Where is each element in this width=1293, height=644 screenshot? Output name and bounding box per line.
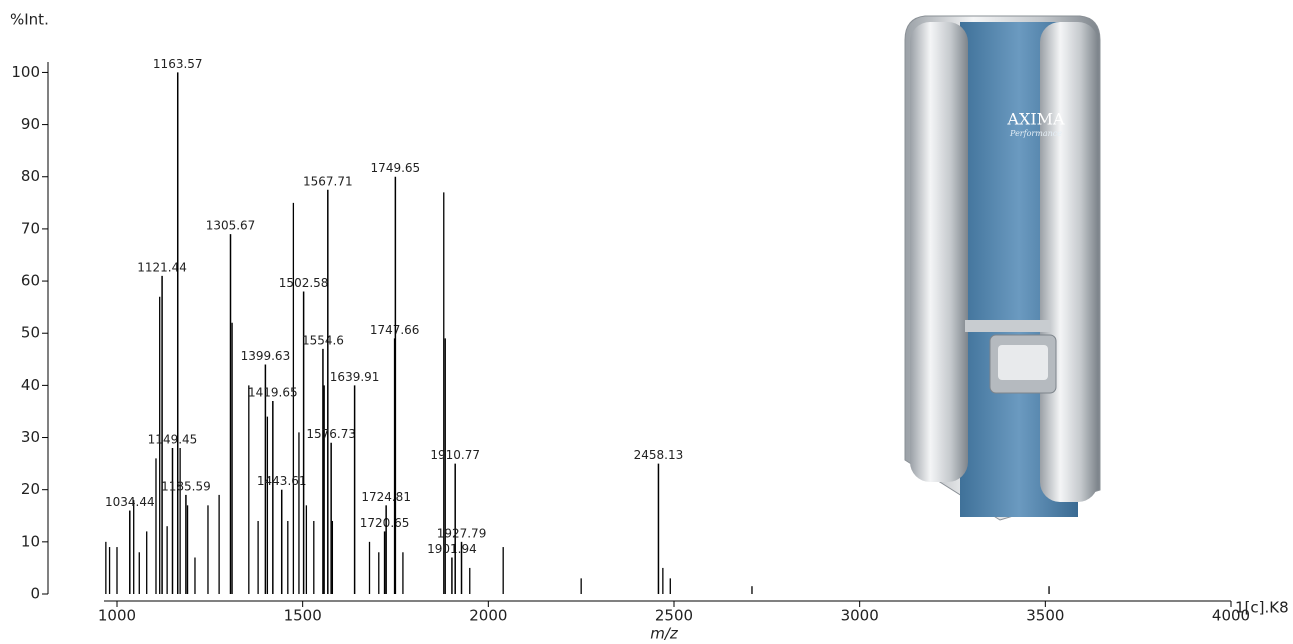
peak-label: 2458.13 — [634, 448, 684, 462]
peak-label: 1305.67 — [206, 219, 256, 233]
y-tick-label: 70 — [21, 219, 40, 237]
peak-label: 1724.81 — [361, 490, 411, 504]
y-axis-label: %Int. — [10, 11, 49, 29]
x-tick-label: 3000 — [841, 607, 879, 625]
y-tick-label: 20 — [21, 480, 40, 498]
y-tick-label: 30 — [21, 428, 40, 446]
x-tick-label: 2000 — [469, 607, 507, 625]
peak-label: 1927.79 — [437, 526, 487, 540]
x-tick-label: 2500 — [655, 607, 693, 625]
peak-label: 1910.77 — [430, 448, 480, 462]
x-tick-label: 1500 — [284, 607, 322, 625]
y-tick-label: 40 — [21, 376, 40, 394]
peak-label: 1419.65 — [248, 386, 298, 400]
instrument-brand: AXIMA — [1006, 110, 1065, 129]
peak-label: 1034.44 — [105, 495, 155, 509]
y-tick-label: 90 — [21, 115, 40, 133]
peak-label: 1443.61 — [257, 474, 307, 488]
x-tick-label: 3500 — [1026, 607, 1064, 625]
instrument-image: AXIMA Performance — [904, 15, 1101, 521]
peak-label: 1576.73 — [306, 427, 356, 441]
peak-label: 1163.57 — [153, 57, 203, 71]
peak-label: 1567.71 — [303, 174, 353, 188]
peak-label: 1185.59 — [161, 479, 211, 493]
x-tick-label: 1000 — [98, 607, 136, 625]
peak-label: 1639.91 — [330, 370, 380, 384]
x-tick-label: 4000 — [1212, 607, 1250, 625]
peak-label: 1554.6 — [302, 333, 344, 347]
y-tick-label: 80 — [21, 167, 40, 185]
peak-label: 1720.65 — [360, 516, 410, 530]
instrument-model: Performance — [1009, 129, 1062, 138]
x-axis-label: m/z — [650, 625, 679, 643]
peak-label: 1502.58 — [279, 276, 329, 290]
peak-label: 1901.94 — [427, 542, 477, 556]
peak-label: 1149.45 — [148, 432, 198, 446]
y-tick-label: 50 — [21, 324, 40, 342]
y-tick-label: 10 — [21, 532, 40, 550]
annotation: 1[c].K8 — [1235, 599, 1289, 617]
y-tick-label: 100 — [11, 63, 40, 81]
peak-label: 1121.44 — [137, 260, 187, 274]
y-tick-label: 0 — [30, 585, 40, 603]
peak-label: 1749.65 — [371, 161, 421, 175]
y-tick-label: 60 — [21, 272, 40, 290]
peak-label: 1399.63 — [241, 349, 291, 363]
